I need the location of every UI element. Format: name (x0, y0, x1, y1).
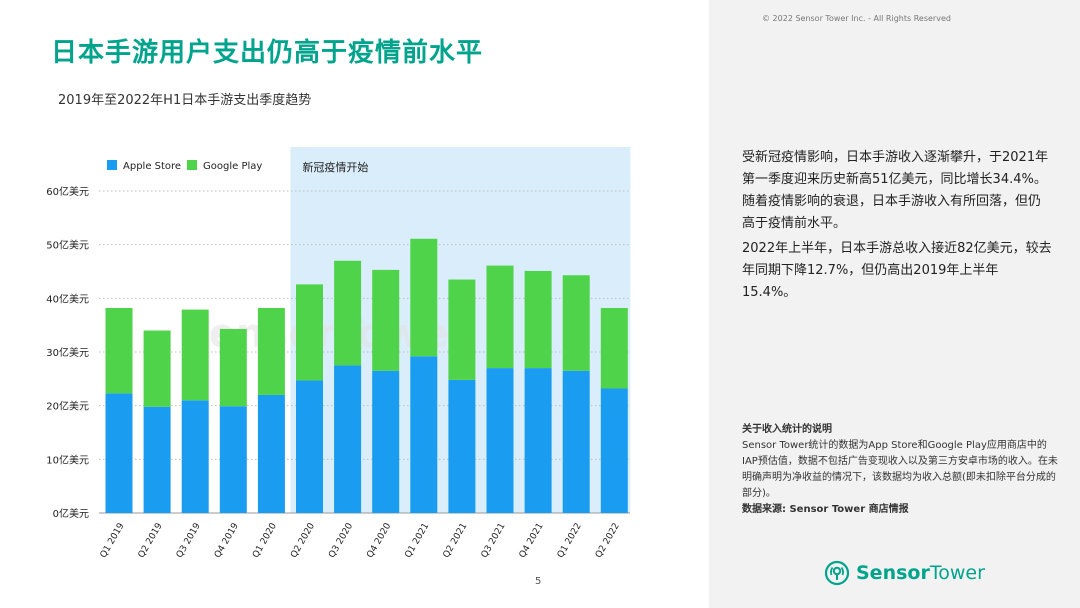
y-tick-label: 60亿美元 (46, 185, 89, 198)
bar-apple-store (143, 406, 171, 513)
x-tick-label: Q3 2020 (327, 521, 355, 560)
chart-subtitle: 2019年至2022年H1日本手游支出季度趋势 (58, 93, 312, 108)
x-tick-label: Q4 2021 (518, 522, 546, 560)
stacked-bar-chart: 新冠疫情开始SensorTower0亿美元10亿美元20亿美元30亿美元40亿美… (46, 147, 631, 560)
bar-apple-store (524, 368, 552, 513)
bar-google-play (143, 330, 171, 407)
x-tick-label: Q4 2019 (213, 521, 241, 560)
bar-apple-store (600, 388, 628, 513)
bar-google-play (562, 275, 590, 371)
x-tick-label: Q2 2020 (289, 521, 317, 560)
bar-google-play (372, 269, 400, 371)
bar-google-play (296, 284, 323, 381)
bar-apple-store (372, 370, 400, 513)
bar-apple-store (334, 365, 362, 513)
notes-title: 关于收入统计的说明 (742, 424, 832, 435)
page-number: 5 (535, 576, 542, 587)
y-tick-label: 30亿美元 (46, 346, 89, 359)
bar-apple-store (181, 400, 209, 513)
bar-google-play (181, 309, 209, 401)
x-tick-label: Q1 2022 (556, 522, 584, 560)
x-tick-label: Q2 2022 (594, 522, 622, 560)
x-tick-label: Q2 2021 (442, 522, 470, 560)
notes-block: 关于收入统计的说明 Sensor Tower统计的数据为App Store和Go… (742, 422, 1062, 518)
logo-text-sensor: Sensor (856, 562, 930, 584)
highlight-label: 新冠疫情开始 (302, 160, 368, 174)
x-tick-label: Q1 2021 (403, 522, 431, 560)
bar-apple-store (562, 370, 590, 513)
sensor-tower-logo-icon (824, 560, 850, 586)
insight-paragraph-1: 受新冠疫情影响，日本手游收入逐渐攀升，于2021年第一季度迎来历史新高51亿美元… (742, 150, 1049, 231)
legend-label-google-play: Google Play (203, 161, 262, 172)
bar-google-play (219, 328, 247, 407)
logo-text-tower: Tower (929, 562, 985, 584)
bar-apple-store (448, 379, 476, 513)
bar-google-play (257, 307, 285, 395)
page-title: 日本手游用户支出仍高于疫情前水平 (51, 38, 484, 68)
bar-apple-store (219, 406, 247, 513)
y-tick-label: 10亿美元 (46, 453, 89, 466)
sensor-tower-logo: SensorTower (824, 560, 985, 586)
bar-apple-store (105, 393, 133, 513)
x-tick-label: Q1 2019 (99, 521, 127, 560)
y-tick-label: 50亿美元 (46, 239, 89, 252)
legend-swatch-apple-store (107, 160, 117, 170)
bar-google-play (448, 279, 476, 380)
bar-apple-store (410, 356, 438, 513)
bar-apple-store (486, 368, 514, 513)
x-tick-label: Q4 2020 (365, 521, 393, 560)
legend-label-apple-store: Apple Store (123, 161, 181, 172)
y-tick-label: 20亿美元 (46, 400, 89, 413)
right-panel (709, 0, 1080, 608)
bar-google-play (524, 270, 552, 369)
insight-paragraph-2: 2022年上半年，日本手游总收入接近82亿美元，较去年同期下降12.7%，但仍高… (742, 241, 1052, 300)
data-source: 数据来源: Sensor Tower 商店情报 (742, 504, 909, 515)
y-tick-label: 0亿美元 (53, 507, 89, 520)
bar-apple-store (296, 380, 323, 513)
copyright: © 2022 Sensor Tower Inc. - All Rights Re… (762, 14, 951, 23)
bar-google-play (600, 307, 628, 389)
y-tick-label: 40亿美元 (46, 292, 89, 305)
bar-google-play (486, 265, 514, 369)
x-tick-label: Q2 2019 (137, 521, 165, 560)
legend-swatch-google-play (187, 160, 197, 170)
bar-apple-store (257, 394, 285, 513)
bar-google-play (410, 238, 438, 357)
x-tick-label: Q3 2019 (175, 521, 203, 560)
bar-google-play (105, 307, 133, 394)
bar-google-play (334, 260, 362, 366)
notes-body: Sensor Tower统计的数据为App Store和Google Play应… (742, 440, 1058, 499)
x-tick-label: Q3 2021 (480, 522, 508, 560)
x-tick-label: Q1 2020 (251, 521, 279, 560)
